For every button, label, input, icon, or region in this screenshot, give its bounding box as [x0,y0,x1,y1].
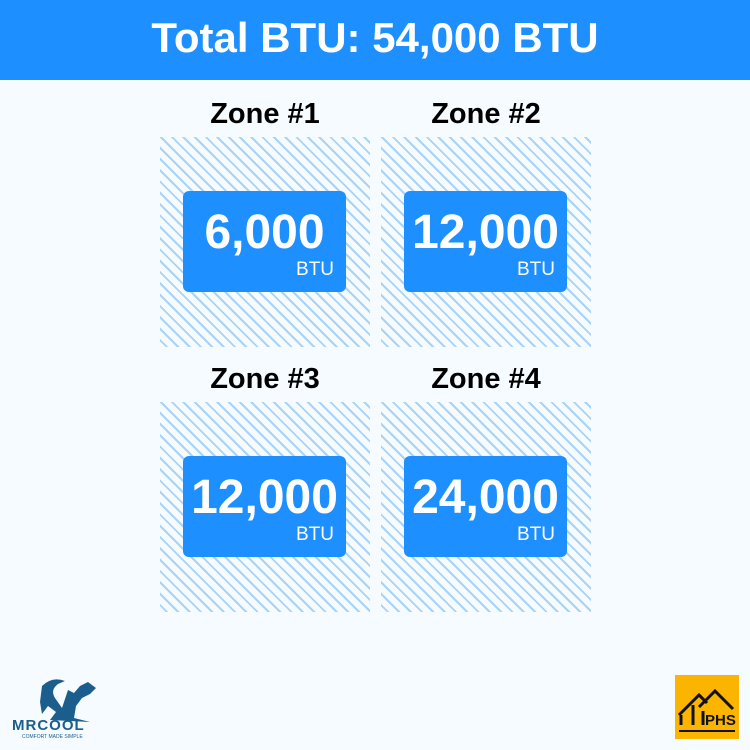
zone-1-value: 6,000 [204,206,325,259]
zone-4-unit: BTU [517,524,555,545]
zone-4-tile: 24,000 BTU [381,402,591,612]
zone-1-unit: BTU [296,259,334,280]
phs-logo: PHS [675,675,739,739]
zone-4-label: Zone #4 [431,363,541,395]
zone-4-value: 24,000 [412,471,559,524]
zone-3-btu-box: 12,000 BTU [183,456,346,557]
zone-3-tile: 12,000 BTU [160,402,370,612]
zone-2-tile: 12,000 BTU [381,137,591,347]
zone-2-unit: BTU [517,259,555,280]
zone-1-tile: 6,000 BTU [160,137,370,347]
zone-1-label: Zone #1 [210,98,320,130]
page-title: Total BTU: 54,000 BTU [0,0,750,80]
zone-3-unit: BTU [296,524,334,545]
zone-3-label: Zone #3 [210,363,320,395]
zone-2-label: Zone #2 [431,98,541,130]
zone-2-value: 12,000 [412,206,559,259]
mrcool-logo: MRCOOL COMFORT MADE SIMPLE [10,668,115,740]
svg-text:MRCOOL: MRCOOL [12,717,85,734]
zone-4-btu-box: 24,000 BTU [404,456,567,557]
svg-text:PHS: PHS [705,712,736,729]
zone-2-btu-box: 12,000 BTU [404,191,567,292]
svg-text:COMFORT MADE SIMPLE: COMFORT MADE SIMPLE [22,734,83,740]
zone-3-value: 12,000 [191,471,338,524]
zone-1-btu-box: 6,000 BTU [183,191,346,292]
